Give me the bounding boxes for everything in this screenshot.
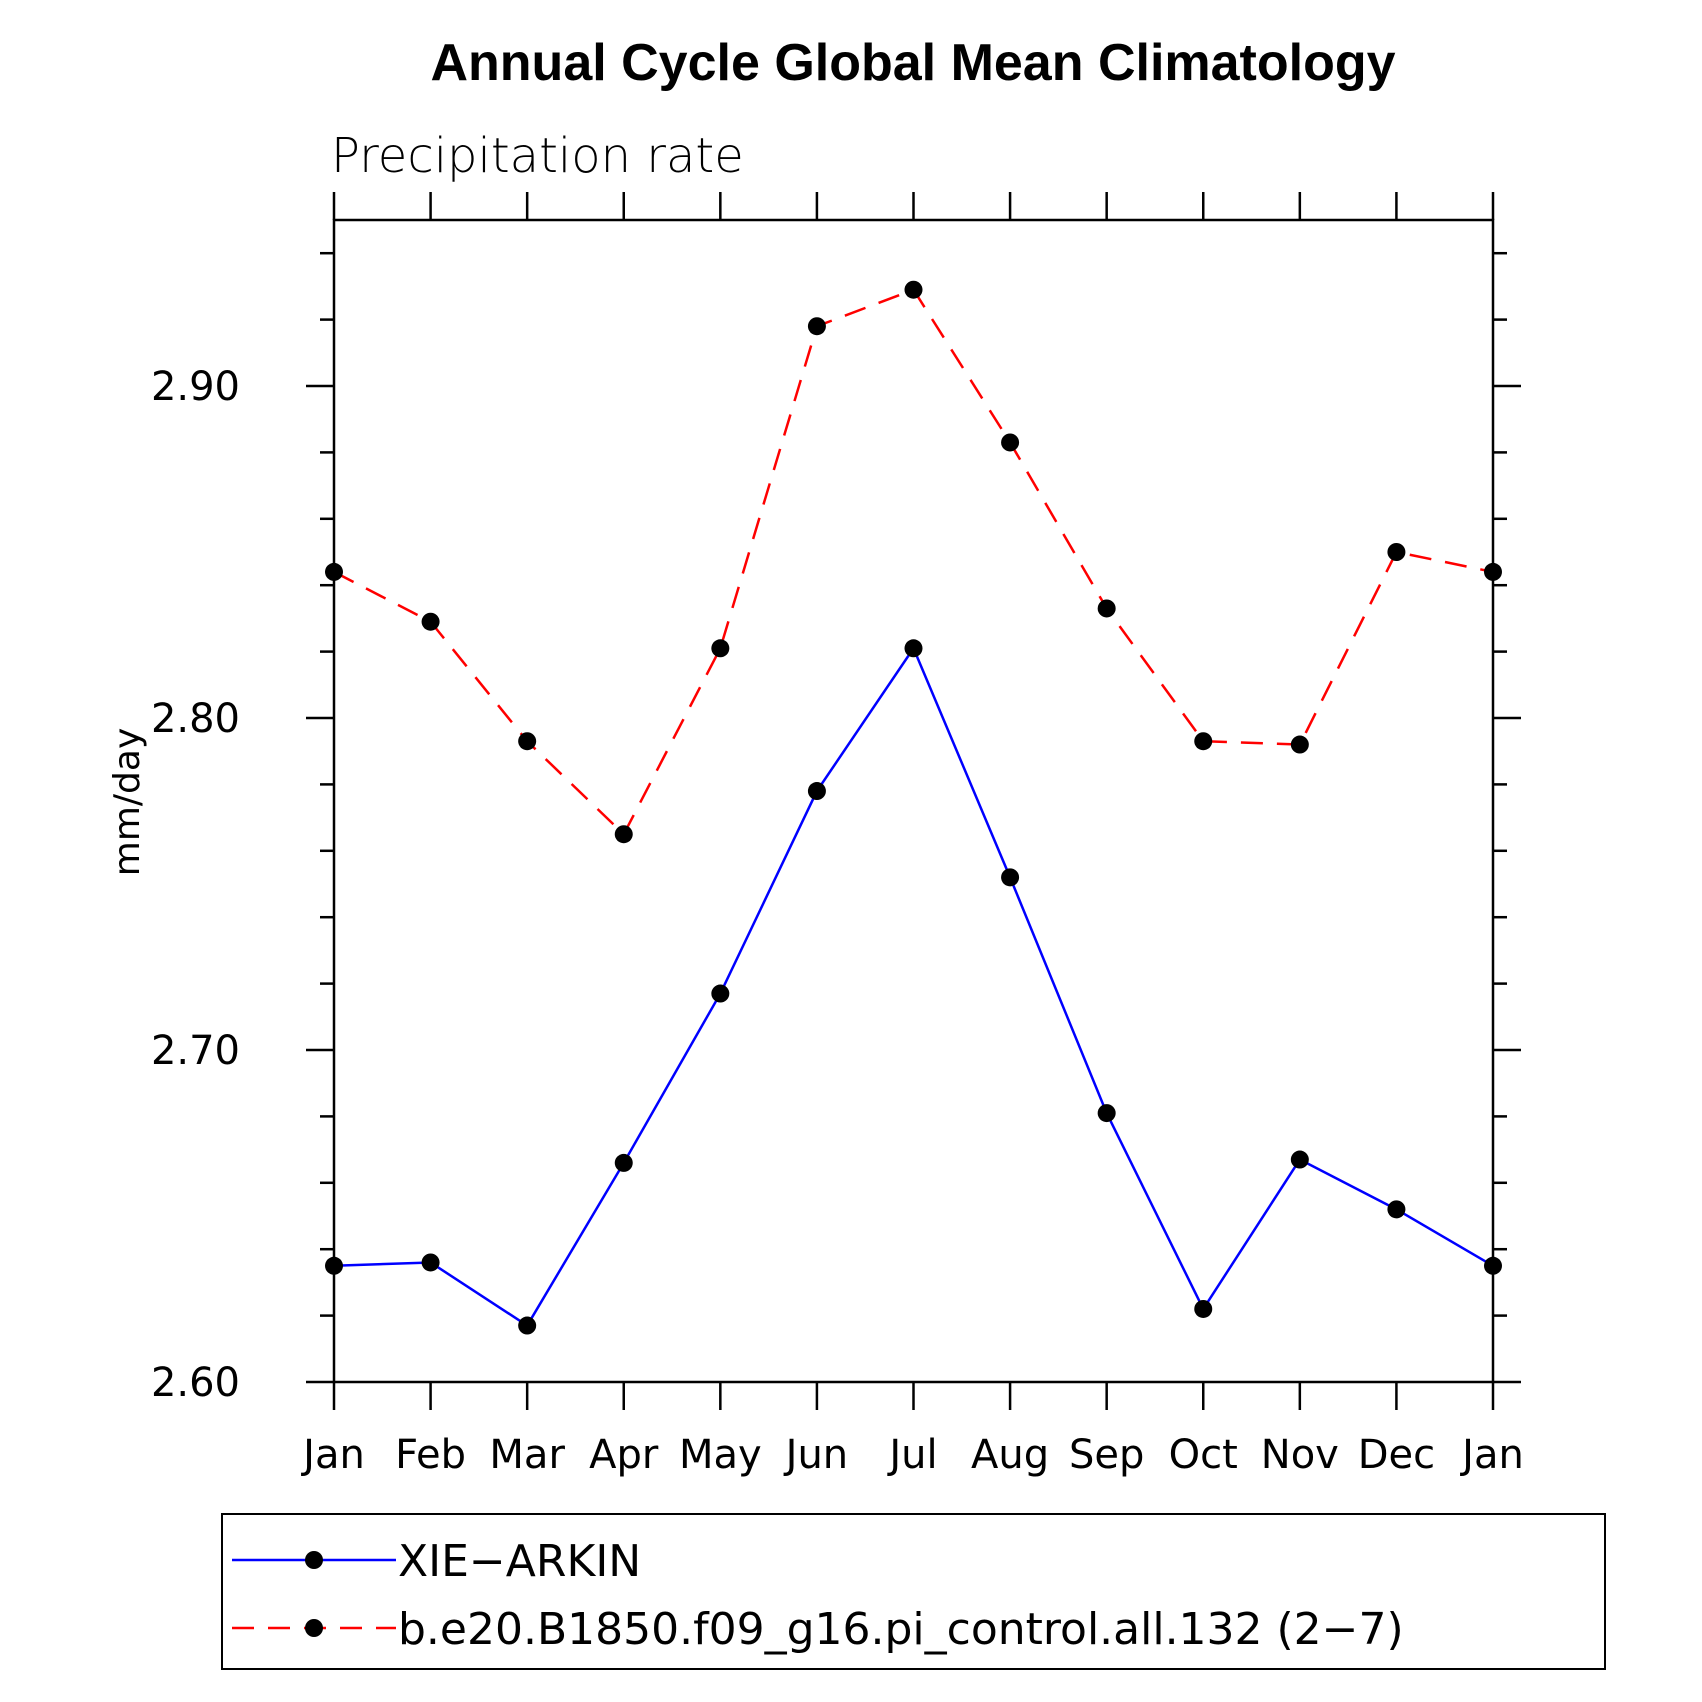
series-layer (325, 280, 1502, 1335)
data-point (518, 1316, 537, 1335)
data-point (1001, 433, 1020, 452)
y-axis-label: mm/day (107, 728, 148, 876)
data-point (1387, 1200, 1406, 1219)
data-point (1097, 1104, 1116, 1123)
legend-label: b.e20.B1850.f09_g16.pi_control.all.132 (… (398, 1604, 1404, 1655)
data-point (1290, 1150, 1309, 1169)
legend-marker (305, 1619, 323, 1637)
x-tick-label: Aug (971, 1432, 1049, 1478)
y-tick-label: 2.60 (151, 1360, 240, 1406)
data-point (421, 612, 440, 631)
data-point (614, 1153, 633, 1172)
data-point (1484, 562, 1502, 581)
data-point (807, 782, 826, 801)
data-point (421, 1253, 440, 1272)
axis-ticks (306, 192, 1521, 1410)
x-tick-label: Dec (1358, 1432, 1435, 1478)
data-point (711, 984, 730, 1003)
x-tick-label: Nov (1261, 1432, 1339, 1478)
data-point (325, 1256, 343, 1275)
legend: XIE−ARKIN b.e20.B1850.f09_g16.pi_control.… (221, 1513, 1606, 1670)
data-point (518, 732, 537, 751)
series-line-0 (333, 645, 1494, 1328)
x-tick-labels: Jan Feb Mar Apr May Jun Jul Aug Sep Oct Nov Dec Jan (300, 1432, 1524, 1478)
chart-subtitle: Precipitation rate (331, 128, 744, 184)
x-tick-label: Oct (1169, 1432, 1238, 1478)
series-line-1 (333, 288, 1494, 837)
x-tick-label: Jan (1459, 1432, 1524, 1478)
x-tick-label: Jan (300, 1432, 365, 1478)
data-point (1387, 543, 1406, 561)
data-point (1290, 735, 1309, 754)
data-point (1097, 599, 1116, 618)
y-tick-label: 2.70 (151, 1028, 240, 1074)
x-tick-label: May (679, 1432, 762, 1478)
y-tick-label: 2.90 (151, 364, 240, 410)
data-point (614, 825, 633, 844)
data-point (1194, 732, 1213, 751)
chart-title: Annual Cycle Global Mean Climatology (430, 34, 1395, 92)
data-point (711, 639, 730, 658)
data-point (1194, 1299, 1213, 1318)
data-point (1484, 1256, 1502, 1275)
x-tick-label: Feb (395, 1432, 466, 1478)
x-tick-label: Jul (886, 1432, 937, 1478)
y-tick-label: 2.80 (151, 696, 240, 742)
data-point (904, 280, 923, 299)
data-point (904, 639, 923, 658)
x-tick-label: Jun (783, 1432, 849, 1478)
legend-label: XIE−ARKIN (398, 1536, 641, 1587)
y-tick-labels: 2.60 2.70 2.80 2.90 (151, 364, 240, 1406)
legend-box (221, 1513, 1606, 1670)
plot-frame (332, 218, 1495, 1384)
data-point (1001, 868, 1020, 887)
legend-marker (305, 1551, 323, 1569)
data-point (325, 562, 343, 581)
x-tick-label: Mar (489, 1432, 565, 1478)
data-point (807, 317, 826, 336)
x-tick-label: Sep (1069, 1432, 1144, 1478)
x-tick-label: Apr (589, 1432, 659, 1478)
